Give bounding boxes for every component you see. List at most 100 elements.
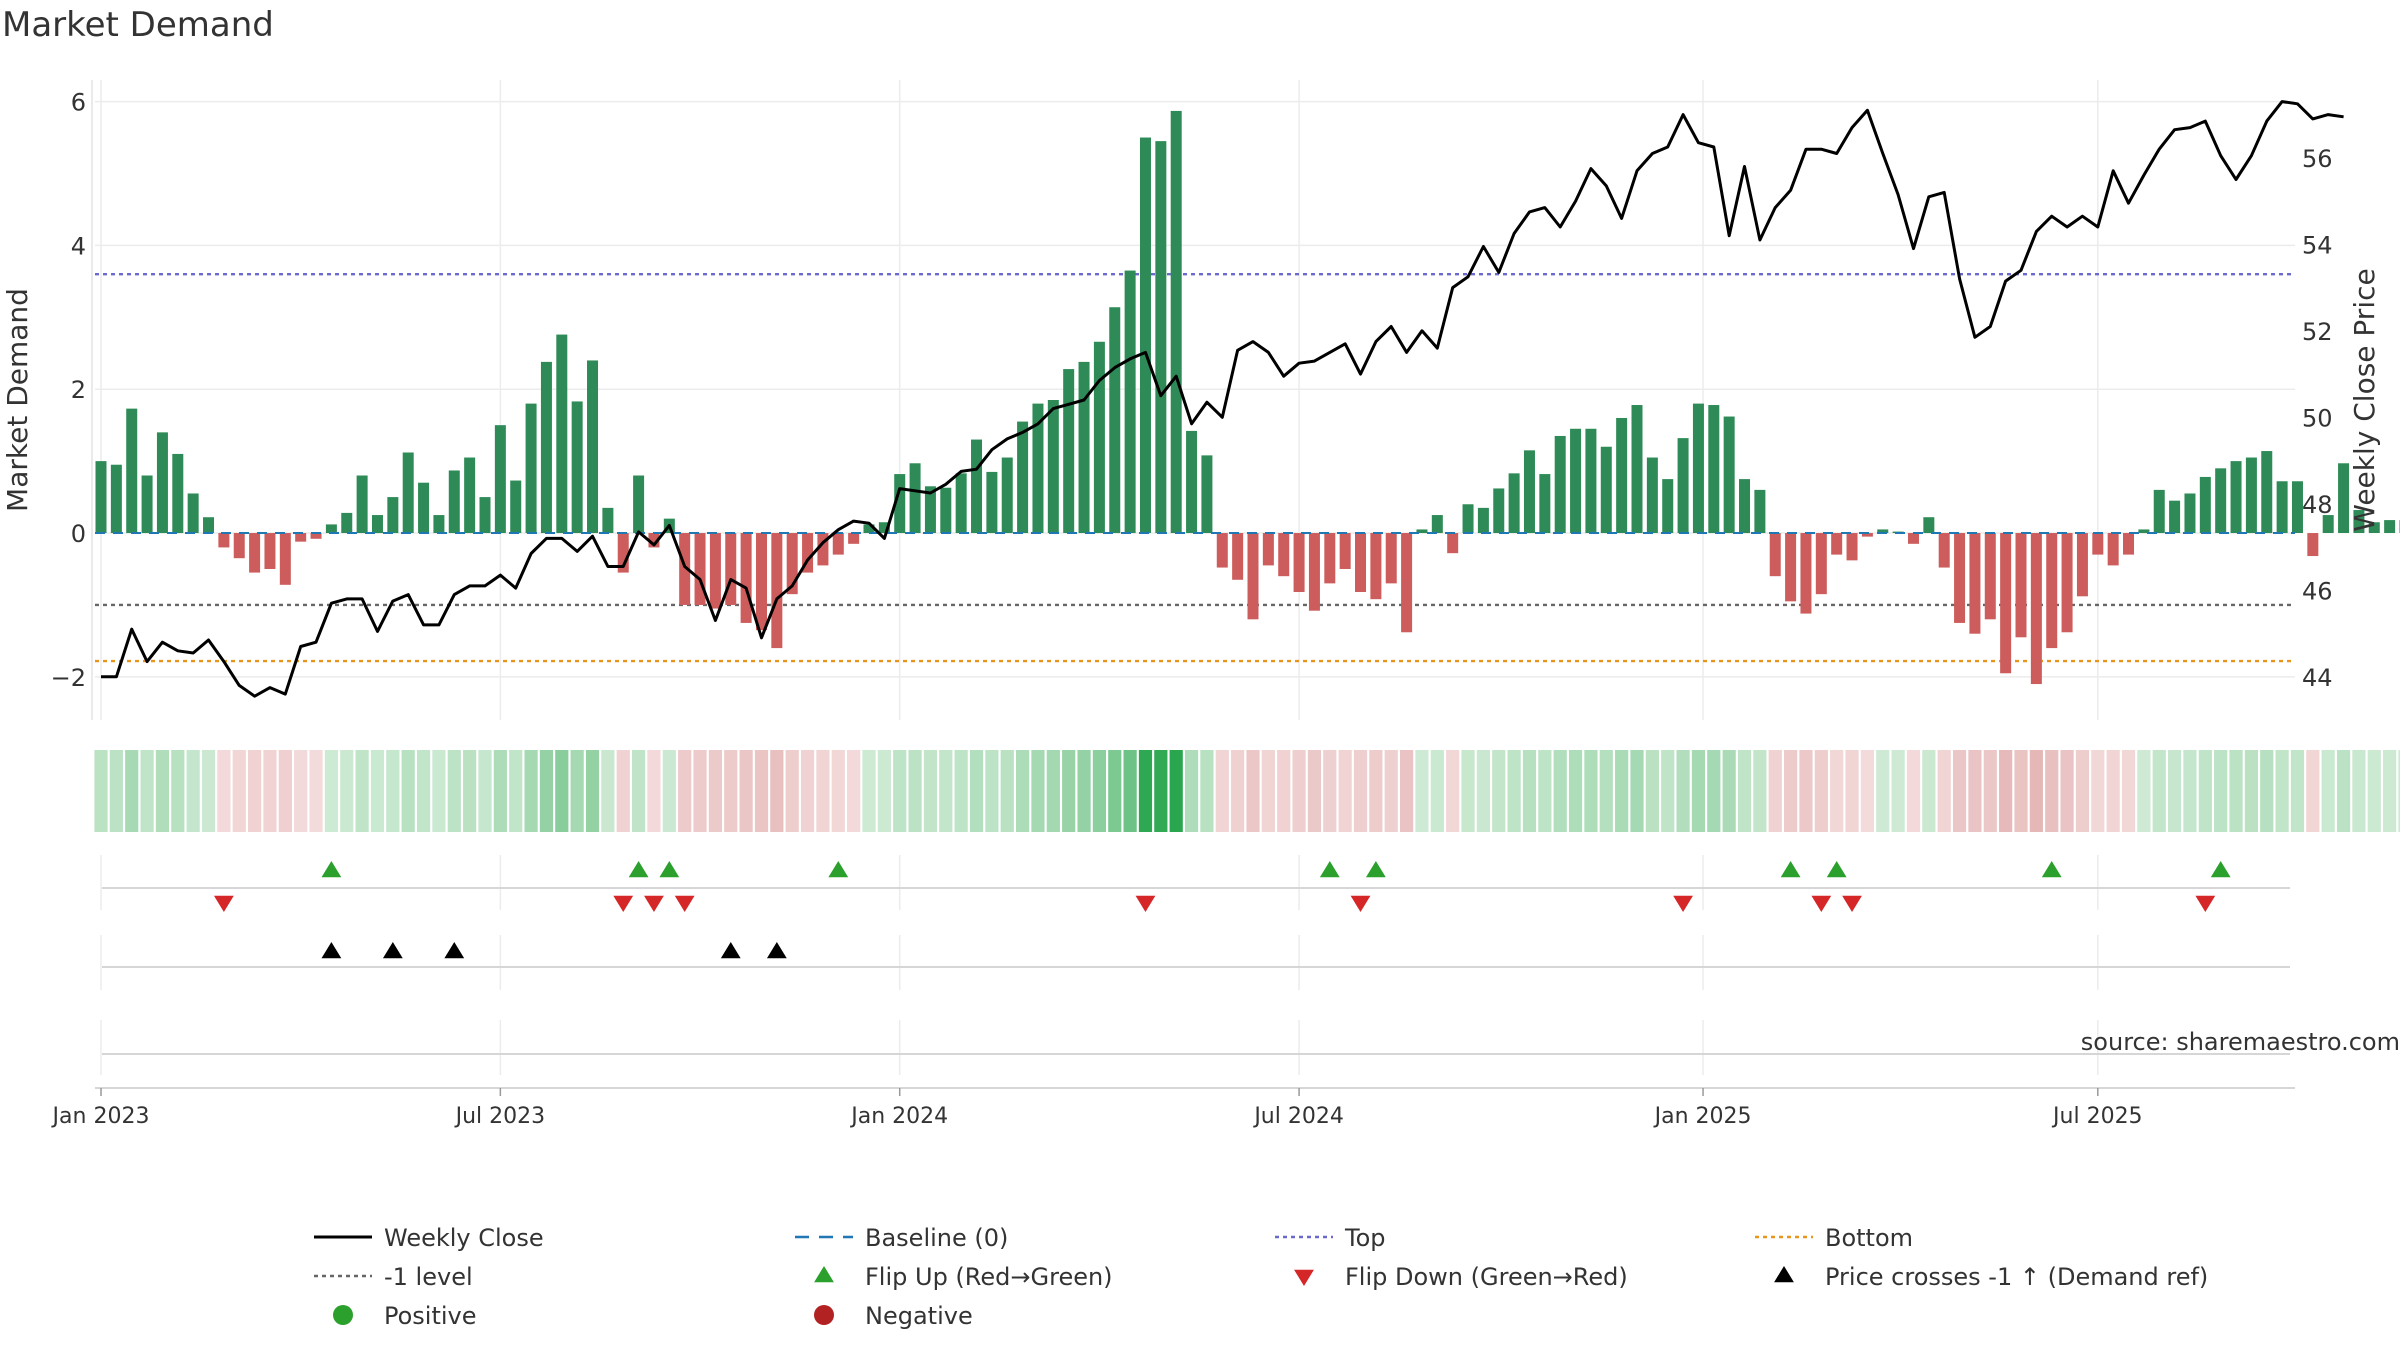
legend-item-top: Top — [1275, 1224, 1386, 1252]
demand-bar — [510, 480, 522, 534]
strip-cell — [248, 750, 262, 832]
strip-cell — [1446, 750, 1460, 832]
strip-cell — [954, 750, 968, 832]
x-tick-label: Jul 2024 — [1252, 1104, 1344, 1129]
demand-bar — [218, 533, 230, 548]
flip-up-marker — [321, 861, 342, 878]
legend-swatch-positive — [333, 1305, 353, 1325]
demand-bar — [848, 533, 860, 544]
demand-bar — [464, 457, 476, 534]
demand-bar — [1508, 473, 1520, 534]
strip-cell — [463, 750, 477, 832]
strip-cell — [539, 750, 554, 832]
x-tick-label: Jan 2023 — [51, 1104, 150, 1129]
strip-cell — [1000, 750, 1014, 832]
strip-cell — [2214, 750, 2228, 832]
demand-color-strip — [94, 750, 2400, 832]
strip-cell — [1522, 750, 1537, 832]
strip-cell — [1768, 750, 1782, 832]
strip-cell — [1353, 750, 1368, 832]
strip-cell — [186, 750, 200, 832]
strip-cell — [1891, 750, 1905, 832]
flip-up-marker — [1780, 861, 1801, 878]
demand-bar — [1646, 457, 1658, 534]
strip-cell — [2352, 750, 2366, 832]
demand-bar — [1585, 428, 1597, 534]
demand-bar — [1063, 369, 1075, 534]
strip-cell — [1753, 750, 1767, 832]
strip-cell — [1568, 750, 1583, 832]
demand-bar — [1846, 533, 1858, 561]
strip-cell — [678, 750, 692, 832]
strip-cell — [2336, 750, 2351, 832]
strip-cell — [1722, 750, 1736, 832]
flip-down-marker — [613, 895, 634, 912]
strip-cell — [555, 750, 569, 832]
demand-bar — [2169, 500, 2181, 534]
strip-cell — [662, 750, 676, 832]
demand-bar — [1170, 110, 1182, 534]
strip-cell — [263, 750, 277, 832]
strip-cell — [754, 750, 769, 832]
strip-cell — [1062, 750, 1076, 832]
demand-bar — [556, 334, 568, 534]
demand-bar — [878, 522, 890, 534]
demand-bar — [187, 493, 199, 534]
strip-cell — [739, 750, 753, 832]
demand-bar — [433, 515, 445, 534]
chart-title: Market Demand — [2, 5, 274, 45]
strip-cell — [1983, 750, 1997, 832]
legend-swatch-pricecross — [1774, 1266, 1794, 1283]
demand-bar — [1523, 450, 1535, 534]
strip-cell — [1645, 750, 1659, 832]
demand-bar — [2307, 533, 2319, 557]
demand-bar — [894, 474, 906, 534]
demand-bar — [540, 361, 552, 534]
strip-cell — [1737, 750, 1752, 832]
demand-bar — [156, 432, 168, 534]
strip-cell — [171, 750, 185, 832]
strip-cell — [1307, 750, 1322, 832]
flip-up-marker — [828, 861, 849, 878]
demand-bar — [1155, 141, 1167, 534]
strip-cell — [2321, 750, 2335, 832]
strip-cell — [1092, 750, 1106, 832]
demand-bar — [1186, 430, 1198, 534]
demand-bar — [1109, 307, 1121, 534]
strip-cell — [1830, 750, 1844, 832]
demand-bar — [1247, 533, 1259, 620]
demand-bar — [2076, 533, 2088, 597]
strip-cell — [1906, 750, 1921, 832]
flip-up-marker — [1826, 861, 1847, 878]
demand-bar — [1769, 533, 1781, 577]
demand-bar — [940, 487, 952, 534]
demand-bar — [1754, 489, 1766, 534]
strip-cell — [478, 750, 492, 832]
demand-bar — [1877, 529, 1889, 534]
strip-cell — [416, 750, 431, 832]
strip-cell — [2060, 750, 2074, 832]
demand-bar — [172, 453, 184, 534]
strip-cell — [1538, 750, 1552, 832]
flip-down-marker — [1350, 895, 1371, 912]
strip-cell — [2121, 750, 2136, 832]
strip-cell — [570, 750, 584, 832]
strip-cell — [140, 750, 154, 832]
strip-cell — [1323, 750, 1337, 832]
strip-cell — [2075, 750, 2090, 832]
demand-bar — [1539, 474, 1551, 534]
strip-cell — [1707, 750, 1721, 832]
strip-cell — [2091, 750, 2105, 832]
strip-cell — [1937, 750, 1951, 832]
price-cross-marker — [321, 942, 342, 959]
demand-bar — [786, 533, 798, 595]
strip-cell — [708, 750, 722, 832]
demand-bar — [1017, 421, 1029, 534]
strip-cell — [324, 750, 338, 832]
legend-swatch-flipup — [814, 1266, 834, 1283]
strip-cell — [125, 750, 139, 832]
strip-cell — [524, 750, 538, 832]
strip-cell — [294, 750, 308, 832]
strip-cell — [893, 750, 907, 832]
legend-label: Weekly Close — [384, 1224, 544, 1252]
